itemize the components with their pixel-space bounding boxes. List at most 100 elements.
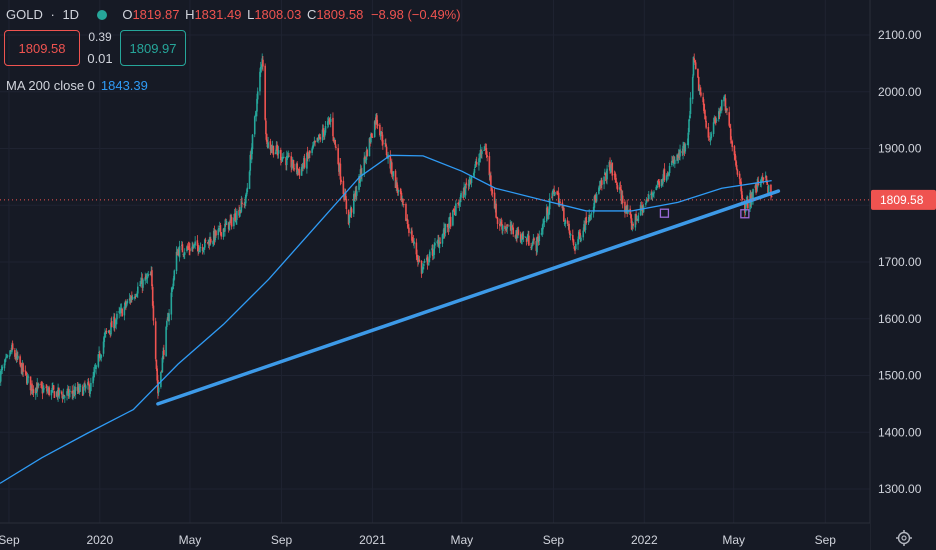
candle-body — [453, 209, 456, 211]
candle-body — [577, 231, 580, 240]
candle-body — [542, 223, 544, 230]
candle-body — [27, 376, 30, 378]
candle-body — [464, 184, 467, 196]
candle-body — [311, 148, 313, 153]
sell-price-button[interactable]: 1809.58 — [4, 30, 80, 66]
candle-body — [270, 149, 272, 151]
candle-body — [217, 229, 220, 236]
candle-body — [392, 171, 395, 177]
candle-body — [609, 168, 612, 173]
candle-body — [587, 220, 590, 223]
candle-body — [697, 76, 700, 91]
settings-gear-icon[interactable] — [896, 530, 912, 546]
candle-body — [504, 225, 506, 230]
candle-body — [630, 213, 632, 219]
candle-body — [160, 371, 162, 388]
interval-label[interactable]: 1D — [62, 7, 80, 22]
candle-body — [455, 203, 457, 216]
candle-body — [762, 177, 765, 180]
candle-body — [6, 355, 9, 357]
candle-body — [163, 349, 165, 355]
candle-body — [543, 220, 546, 222]
candle-body — [379, 134, 382, 137]
candle-body — [734, 153, 736, 160]
candle-body — [457, 202, 459, 205]
candle-body — [637, 215, 640, 221]
candle-body — [119, 308, 122, 313]
candle-body — [588, 214, 590, 222]
candle-body — [589, 215, 592, 218]
candle-body — [228, 221, 231, 231]
candle-body — [428, 258, 430, 263]
candle-body — [717, 111, 720, 120]
candle-body — [580, 237, 582, 241]
candle-body — [700, 92, 702, 96]
candle-body — [585, 216, 588, 224]
candle-body — [220, 232, 223, 237]
candle-body — [136, 286, 139, 294]
candle-body — [676, 154, 678, 161]
time-tick-label: Sep — [0, 533, 20, 547]
candle-body — [652, 193, 655, 196]
candle-body — [452, 208, 455, 210]
candle-body — [36, 383, 39, 392]
candle-body — [323, 131, 326, 137]
candle-body — [436, 241, 439, 244]
time-axis[interactable]: Sep 2020 May Sep 2021 May Sep 2022 May Sep — [0, 522, 870, 550]
candle-body — [556, 191, 558, 195]
candle-body — [173, 270, 176, 280]
candle-body — [8, 355, 11, 357]
candle-body — [396, 182, 398, 189]
candle-body — [260, 65, 263, 68]
candle-body — [196, 240, 199, 246]
candle-body — [104, 330, 107, 334]
candle-body — [342, 180, 345, 195]
candle-body — [531, 247, 533, 249]
candle-body — [405, 203, 407, 221]
symbol-name[interactable]: GOLD — [6, 7, 43, 22]
candle-body — [171, 287, 173, 292]
event-marker — [740, 209, 750, 219]
candle-body — [333, 138, 336, 140]
candle-body — [339, 163, 342, 180]
candle-body — [645, 199, 648, 203]
candle-body — [110, 321, 113, 328]
candle-body — [274, 152, 277, 155]
candle-body — [431, 248, 433, 251]
candle-body — [90, 382, 92, 392]
candle-body — [363, 157, 366, 175]
candle-body — [98, 351, 100, 354]
candle-body — [42, 388, 45, 393]
buy-price-button[interactable]: 1809.97 — [120, 30, 186, 66]
candle-body — [449, 216, 452, 227]
price-axis[interactable]: 2100.002000.001900.001800.001700.001600.… — [869, 0, 936, 550]
candle-body — [767, 185, 770, 194]
candle-body — [747, 199, 749, 209]
time-tick-label: May — [722, 533, 745, 547]
candle-body — [468, 180, 471, 187]
candle-body — [433, 244, 436, 255]
candle-body — [705, 120, 707, 128]
candle-body — [52, 385, 55, 390]
candle-body — [285, 155, 288, 165]
candle-body — [282, 157, 284, 159]
candle-body — [350, 208, 353, 213]
trendline-path — [156, 189, 781, 406]
ma-legend[interactable]: MA 200 close 0 1843.39 — [6, 78, 148, 93]
candle-body — [235, 220, 237, 223]
time-tick-label: Sep — [543, 533, 565, 547]
candle-body — [491, 189, 494, 194]
candle-body — [353, 194, 355, 214]
candle-body — [297, 169, 299, 173]
low-label: L — [247, 7, 255, 22]
candle-body — [770, 184, 772, 197]
candle-body — [166, 321, 168, 327]
candle-body — [616, 185, 619, 190]
candle-body — [198, 247, 201, 252]
candle-body — [509, 224, 512, 227]
candle-body — [495, 203, 497, 218]
ma-200-line — [0, 154, 772, 484]
event-marker — [659, 208, 670, 218]
candle-body — [606, 168, 608, 180]
